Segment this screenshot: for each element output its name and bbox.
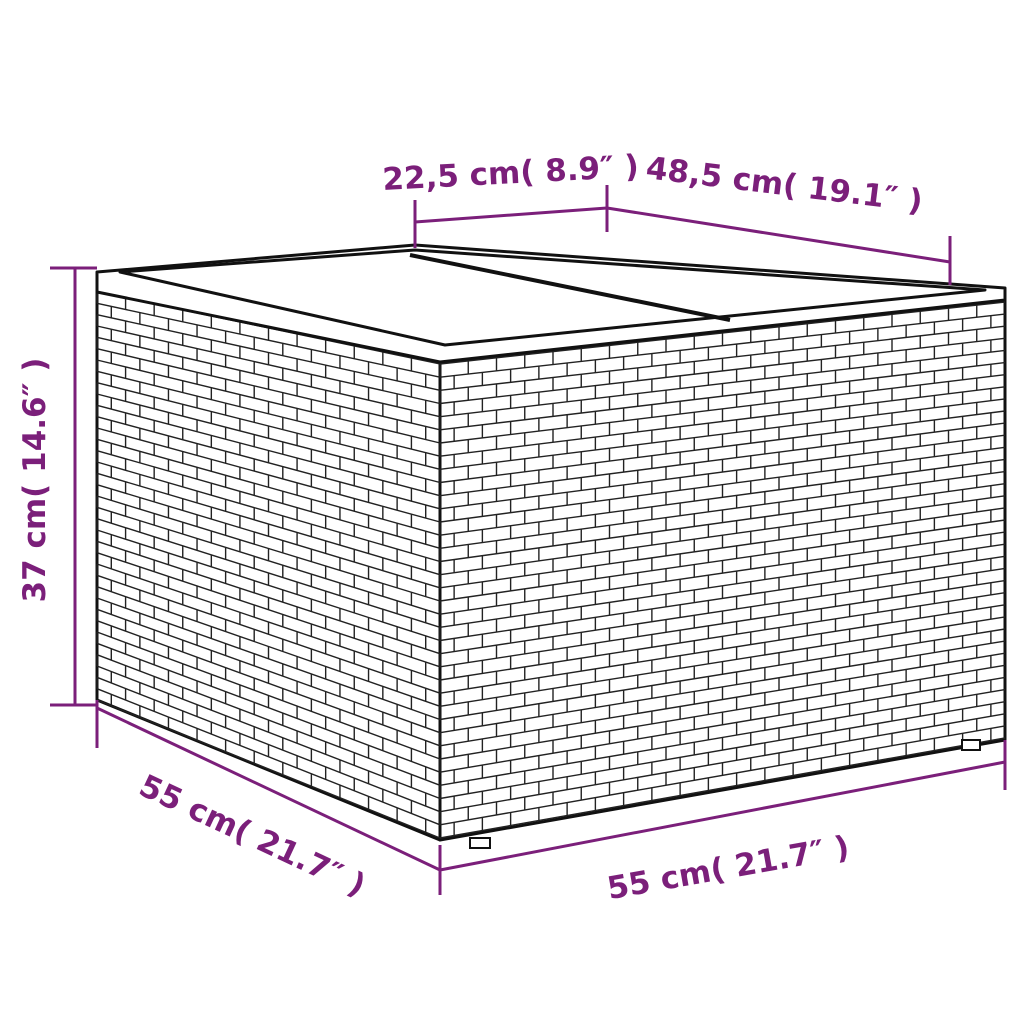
weave-strand [96, 597, 441, 721]
weave-strand [96, 688, 441, 826]
weave-strand [96, 665, 441, 800]
weave-strand [439, 313, 1006, 378]
weave-strand [439, 373, 1006, 444]
top-inset-label: 22,5 cm( 8.9″ ) [382, 149, 640, 198]
dimension-height: 37 cm( 14.6″ ) [17, 266, 97, 707]
weave-strand [96, 552, 441, 668]
weave-strand [439, 386, 1006, 457]
weave-strand [96, 347, 441, 431]
weave-strand [439, 410, 1006, 484]
weave-strand [439, 628, 1006, 721]
weave-strand [96, 370, 441, 457]
width-label: 55 cm( 21.7″ ) [605, 829, 852, 907]
foot [961, 739, 981, 751]
weave-strand [439, 579, 1006, 668]
weave-strand [439, 361, 1006, 431]
foot [469, 837, 491, 849]
weave-strand [439, 725, 1006, 826]
weave-strand [439, 434, 1006, 510]
weave-strand [96, 529, 441, 642]
weave-strand [96, 461, 441, 563]
weave-strand [96, 393, 441, 484]
glass-top [118, 248, 987, 347]
weave-strand [96, 574, 441, 694]
weave-strand [439, 555, 1006, 642]
weave-strand [439, 664, 1006, 760]
weave-strand [439, 652, 1006, 747]
weave-strand [439, 737, 1006, 839]
weave-strand [439, 604, 1006, 694]
weave-strand [439, 676, 1006, 773]
weave-strand [96, 483, 441, 589]
weave-strand [439, 531, 1006, 615]
weave-strand [96, 506, 441, 615]
weave-strand [439, 482, 1006, 563]
weave-strand [96, 438, 441, 536]
dimension-top-inset: 22,5 cm( 8.9″ ) [382, 149, 640, 248]
wicker-weave-pattern [96, 291, 1006, 839]
weave-strand [439, 470, 1006, 550]
wicker-table [95, 243, 1007, 849]
weave-strand [96, 302, 441, 378]
weave-strand [96, 620, 441, 747]
weave-strand [96, 325, 441, 405]
lid-divider [409, 253, 731, 322]
weave-strand [439, 458, 1006, 536]
top-depth-label: 48,5 cm( 19.1″ ) [644, 150, 925, 220]
weave-strand [439, 507, 1006, 589]
weave-strand [96, 642, 441, 773]
weave-strand [439, 337, 1006, 405]
weave-strand [96, 415, 441, 510]
weave-strand [96, 699, 441, 839]
weave-strand [439, 700, 1006, 800]
height-label: 37 cm( 14.6″ ) [17, 358, 53, 603]
